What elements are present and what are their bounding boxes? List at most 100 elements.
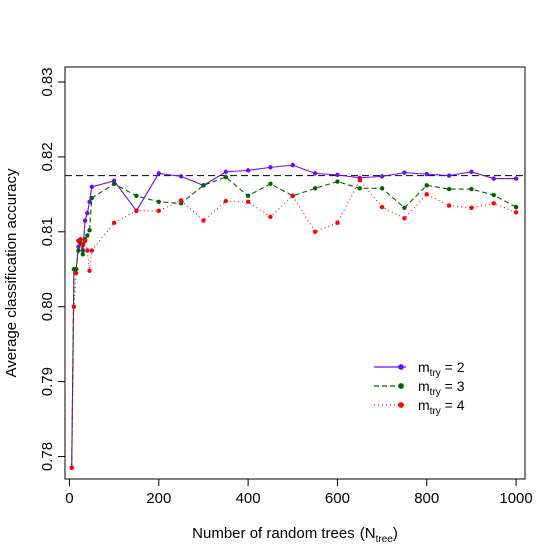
legend: mtry = 2 mtry = 3 mtry = 4 (374, 359, 465, 417)
x-tick-label-400: 400 (236, 490, 261, 507)
data-point-mtry-2-600 (335, 172, 340, 178)
y-tick-label-0-8: 0.80 (39, 292, 56, 321)
data-point-mtry-4-300 (201, 218, 206, 223)
data-point-mtry-3-15 (73, 267, 79, 272)
y-tick-label-0-81: 0.81 (39, 217, 56, 246)
data-point-mtry-4-950 (491, 201, 496, 206)
data-point-mtry-4-25 (78, 237, 83, 242)
data-point-mtry-4-700 (379, 204, 385, 210)
data-point-mtry-4-750 (402, 216, 407, 221)
data-point-mtry-4-45 (87, 268, 92, 273)
series-layer (69, 162, 519, 470)
data-point-mtry-3-30 (80, 252, 86, 257)
data-point-mtry-2-450 (268, 165, 273, 170)
data-point-mtry-3-850 (446, 186, 452, 192)
data-point-mtry-4-30 (80, 243, 86, 248)
legend-swatch-marker-mtry-4 (398, 402, 404, 408)
x-tick-label-600: 600 (325, 490, 350, 507)
data-point-mtry-2-40 (85, 210, 90, 216)
axis-layer: 0 200 400 600 800 1000 0.78 0.79 0.80 0.81 0.82 0.8… (39, 67, 533, 507)
data-point-mtry-3-800 (424, 183, 429, 188)
legend-swatch-marker-mtry-3 (398, 383, 404, 389)
y-tick-label-0-83: 0.83 (39, 67, 56, 96)
data-point-mtry-2-200 (156, 171, 161, 176)
data-point-mtry-2-250 (178, 174, 184, 179)
data-point-mtry-2-850 (446, 173, 452, 178)
data-point-mtry-4-600 (335, 220, 340, 226)
data-point-mtry-4-100 (111, 220, 117, 226)
x-tick-label-0: 0 (65, 490, 73, 507)
data-point-mtry-3-700 (379, 186, 385, 191)
x-axis-title-subscript: tree (376, 534, 394, 545)
x-axis-title: Number of random trees (Ntree) (192, 525, 398, 545)
x-axis-title-text: Number of random trees (192, 525, 355, 542)
data-point-mtry-3-200 (156, 199, 161, 205)
x-tick-label-200: 200 (146, 490, 171, 507)
legend-entry-mtry-4: mtry = 4 (374, 397, 465, 417)
legend-label-mtry-3: mtry = 3 (418, 378, 465, 398)
series-line-mtry-4 (71, 179, 517, 468)
data-point-mtry-3-100 (111, 181, 117, 187)
series-mtry-3 (69, 174, 519, 470)
data-point-mtry-2-45 (87, 199, 92, 205)
data-point-mtry-3-300 (201, 183, 206, 188)
data-point-mtry-4-550 (312, 229, 318, 234)
data-point-mtry-2-800 (424, 171, 429, 177)
data-point-mtry-3-1000 (513, 204, 519, 210)
data-point-mtry-4-150 (134, 208, 139, 214)
data-point-mtry-3-550 (312, 186, 318, 191)
data-point-mtry-2-350 (223, 169, 228, 175)
data-point-mtry-3-45 (87, 228, 92, 233)
data-point-mtry-2-900 (469, 169, 474, 175)
data-point-mtry-4-15 (73, 270, 79, 276)
x-axis-title-symbol: N (365, 525, 376, 542)
series-mtry-4 (69, 177, 519, 470)
data-point-mtry-3-350 (223, 174, 228, 180)
data-point-mtry-4-1000 (513, 210, 519, 215)
legend-swatch-marker-mtry-2 (398, 364, 404, 370)
data-point-mtry-4-850 (446, 203, 452, 208)
data-point-mtry-3-600 (335, 179, 340, 184)
data-point-mtry-4-350 (223, 198, 228, 204)
legend-entry-mtry-2: mtry = 2 (374, 359, 465, 379)
data-point-mtry-2-550 (312, 171, 318, 176)
y-axis-title: Average classification accuracy (3, 168, 20, 377)
data-point-mtry-4-200 (156, 208, 161, 214)
data-point-mtry-2-1000 (513, 176, 519, 181)
data-point-mtry-4-900 (469, 205, 474, 211)
data-point-mtry-3-400 (245, 193, 251, 199)
legend-label-mtry-4: mtry = 4 (418, 397, 465, 417)
data-point-mtry-3-750 (402, 205, 407, 211)
data-point-mtry-3-150 (134, 193, 139, 199)
data-point-mtry-2-35 (82, 218, 88, 223)
data-point-mtry-4-800 (424, 192, 429, 197)
data-point-mtry-4-5 (69, 465, 74, 470)
data-point-mtry-4-50 (89, 248, 95, 253)
y-tick-label-0-78: 0.78 (39, 442, 56, 471)
x-tick-label-800: 800 (414, 490, 439, 507)
data-point-mtry-3-900 (469, 186, 474, 192)
data-point-mtry-4-35 (82, 238, 88, 243)
plot-frame (64, 66, 526, 480)
legend-label-mtry-2: mtry = 2 (418, 359, 465, 379)
legend-entry-mtry-3: mtry = 3 (374, 378, 465, 398)
data-point-mtry-4-500 (290, 193, 295, 199)
data-point-mtry-4-400 (245, 199, 251, 205)
data-point-mtry-2-950 (491, 176, 496, 181)
data-point-mtry-2-500 (290, 162, 295, 168)
data-point-mtry-2-400 (245, 168, 251, 173)
data-point-mtry-4-10 (71, 304, 77, 309)
y-tick-label-0-82: 0.82 (39, 142, 56, 171)
data-point-mtry-3-50 (89, 195, 95, 201)
data-point-mtry-3-20 (76, 248, 81, 253)
data-point-mtry-4-40 (85, 248, 90, 253)
data-point-mtry-3-40 (85, 233, 90, 238)
x-tick-label-1000: 1000 (499, 490, 532, 507)
data-point-mtry-2-50 (89, 184, 95, 190)
series-line-mtry-3 (71, 176, 517, 468)
data-point-mtry-4-250 (178, 198, 184, 203)
data-point-mtry-2-700 (379, 174, 385, 179)
data-point-mtry-3-450 (268, 181, 273, 187)
data-point-mtry-3-950 (491, 192, 496, 198)
